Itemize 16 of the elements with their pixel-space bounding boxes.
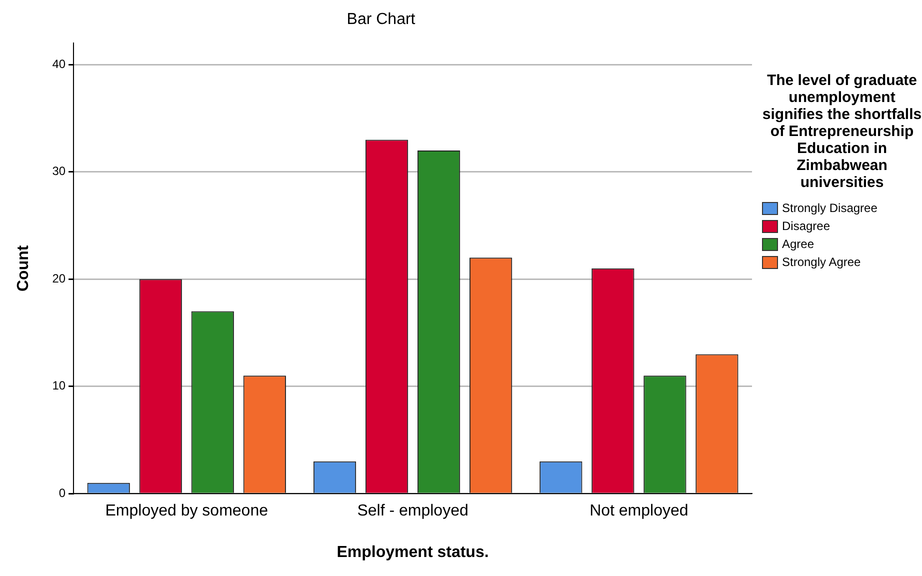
y-tick-label: 0 bbox=[58, 486, 66, 500]
x-tick-label: Employed by someone bbox=[105, 502, 268, 520]
y-tick-label: 10 bbox=[52, 378, 66, 393]
x-tick-label: Not employed bbox=[590, 502, 688, 520]
legend-label: Disagree bbox=[782, 219, 830, 233]
x-axis-title: Employment status. bbox=[336, 544, 489, 561]
legend-label: Agree bbox=[782, 237, 814, 251]
y-tick-label: 20 bbox=[52, 271, 66, 286]
legend-title: The level of graduate unemployment signifies the shortfalls of Entrepreneurship Education in Zimbabwean universities bbox=[762, 72, 922, 191]
y-axis-title: Count bbox=[15, 244, 32, 292]
y-tick-label: 40 bbox=[52, 56, 66, 71]
legend-label: Strongly Disagree bbox=[782, 201, 878, 215]
y-tick-label: 30 bbox=[52, 164, 66, 178]
x-tick-label: Self - employed bbox=[357, 502, 468, 520]
chart-title: Bar Chart bbox=[346, 11, 416, 28]
legend-label: Strongly Agree bbox=[782, 255, 861, 269]
